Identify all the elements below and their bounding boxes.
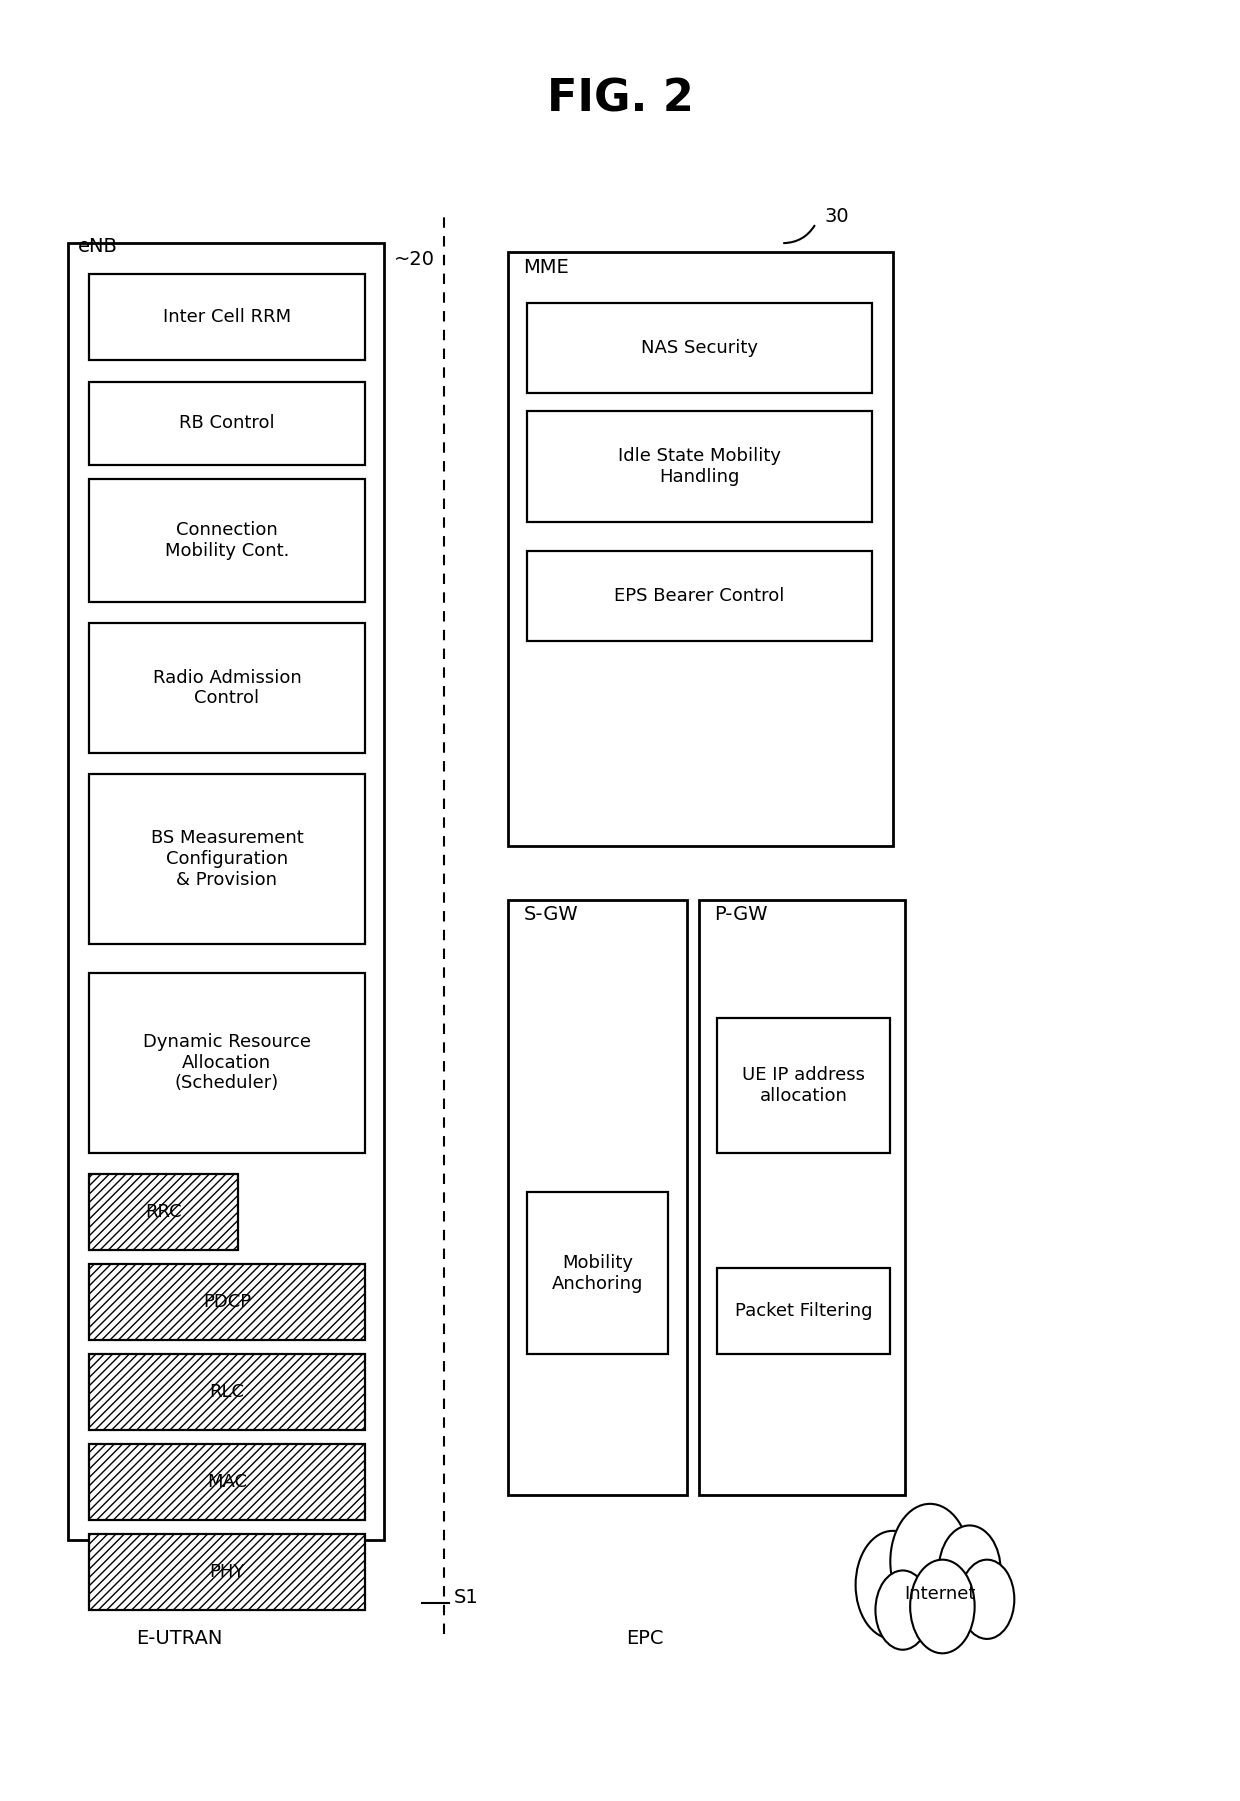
Bar [89,274,365,360]
Bar [89,623,365,753]
Text: Dynamic Resource
Allocation
(Scheduler): Dynamic Resource Allocation (Scheduler) [143,1032,311,1093]
Text: Idle State Mobility
Handling: Idle State Mobility Handling [618,447,781,486]
Text: P-GW: P-GW [714,904,768,924]
Bar [508,900,687,1495]
Text: FIG. 2: FIG. 2 [547,77,693,121]
Circle shape [875,1570,930,1650]
Text: Internet: Internet [904,1585,976,1603]
Bar [89,774,365,944]
Text: RRC: RRC [145,1203,182,1221]
Bar [89,1264,365,1340]
Text: RLC: RLC [210,1383,244,1401]
Bar [89,382,365,465]
Text: Connection
Mobility Cont.: Connection Mobility Cont. [165,520,289,560]
Bar [89,1354,365,1430]
Bar [699,900,905,1495]
Text: Radio Admission
Control: Radio Admission Control [153,668,301,708]
Bar [89,1444,365,1520]
Text: PDCP: PDCP [203,1293,250,1311]
Bar [89,973,365,1153]
Circle shape [939,1525,1001,1615]
Text: eNB: eNB [78,236,118,256]
Text: Packet Filtering: Packet Filtering [735,1302,872,1320]
Text: UE IP address
allocation: UE IP address allocation [742,1066,866,1104]
Circle shape [890,1504,970,1619]
Bar [527,411,872,522]
Text: RB Control: RB Control [179,414,275,432]
Bar [717,1018,890,1153]
Circle shape [910,1560,975,1653]
Text: EPS Bearer Control: EPS Bearer Control [614,587,785,605]
Bar [527,1192,668,1354]
Text: S-GW: S-GW [523,904,578,924]
Text: EPC: EPC [626,1630,663,1648]
Bar [527,303,872,393]
Bar [527,551,872,641]
Text: S1: S1 [454,1588,479,1606]
Text: 30: 30 [825,207,849,225]
Circle shape [960,1560,1014,1639]
Circle shape [856,1531,930,1639]
Bar [89,1174,238,1250]
Bar [68,243,384,1540]
Text: Inter Cell RRM: Inter Cell RRM [162,308,291,326]
Bar [508,252,893,846]
Bar [717,1268,890,1354]
Text: BS Measurement
Configuration
& Provision: BS Measurement Configuration & Provision [150,828,304,890]
Text: MME: MME [523,258,569,277]
Text: PHY: PHY [210,1563,244,1581]
Bar [89,1534,365,1610]
Bar [89,479,365,602]
Text: MAC: MAC [207,1473,247,1491]
Text: ~20: ~20 [394,250,435,268]
Text: NAS Security: NAS Security [641,339,758,357]
Text: E-UTRAN: E-UTRAN [136,1630,223,1648]
Text: Mobility
Anchoring: Mobility Anchoring [552,1253,644,1293]
